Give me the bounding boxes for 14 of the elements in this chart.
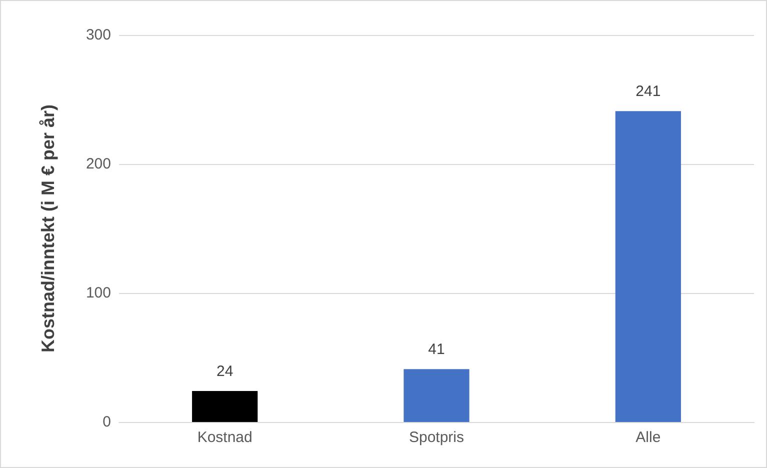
y-tick-label: 200 bbox=[86, 156, 111, 172]
bar bbox=[404, 369, 470, 422]
data-label: 41 bbox=[428, 341, 445, 358]
x-tick-label: Kostnad bbox=[197, 429, 252, 446]
y-tick-label: 300 bbox=[86, 26, 111, 44]
data-label: 24 bbox=[216, 363, 234, 380]
x-tick-label: Alle bbox=[636, 429, 661, 446]
y-tick-label: 100 bbox=[86, 284, 111, 302]
x-tick-label: Spotpris bbox=[408, 429, 464, 446]
bar bbox=[615, 111, 681, 422]
y-axis-title: Kostnad/inntekt (i M € per år) bbox=[38, 104, 58, 353]
bar bbox=[192, 391, 258, 422]
data-label: 241 bbox=[636, 83, 661, 100]
y-tick-label: 0 bbox=[102, 414, 111, 430]
